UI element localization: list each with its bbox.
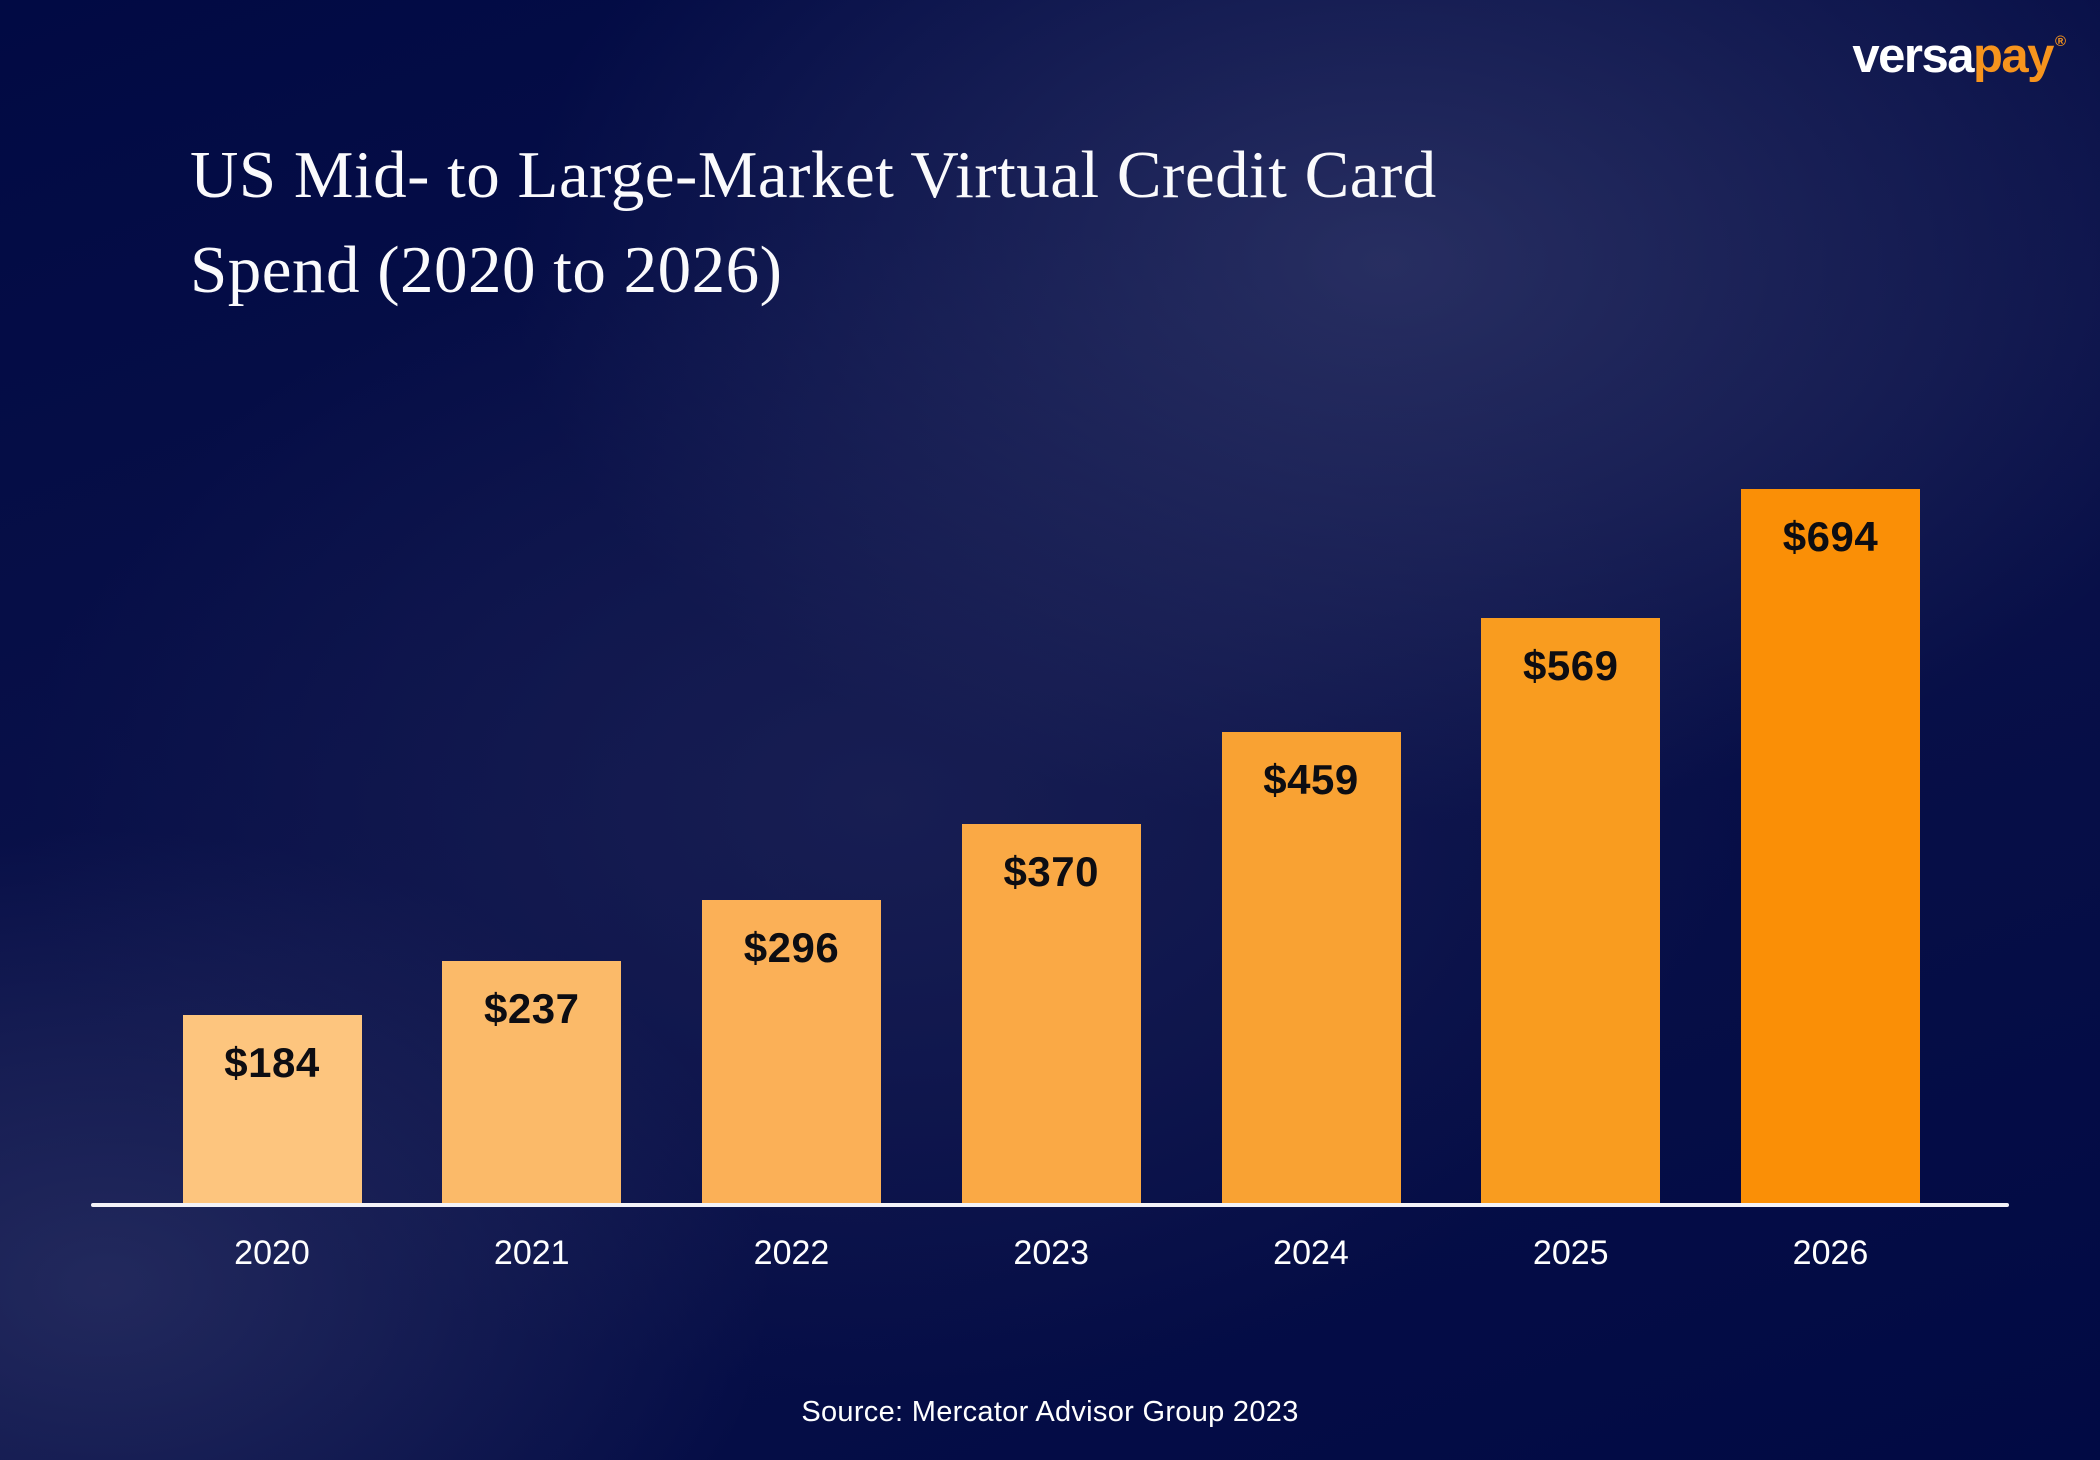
x-tick-label-2021: 2021	[493, 1234, 570, 1272]
bar-value-label-2026: $694	[1782, 513, 1879, 560]
bar-2025: $569	[1481, 618, 1661, 1205]
bar-value-label-2024: $459	[1263, 756, 1359, 803]
x-axis-line	[91, 1203, 2009, 1207]
logo-text-versa: versa	[1852, 29, 1974, 83]
x-tick-label-2023: 2023	[1013, 1234, 1090, 1272]
bar-2020: $184	[182, 1015, 362, 1205]
bar-value-label-2022: $296	[743, 924, 840, 971]
x-tick-label-2020: 2020	[234, 1234, 310, 1272]
source-caption: Source: Mercator Advisor Group 2023	[801, 1396, 1299, 1428]
x-tick-label-2022: 2022	[753, 1234, 830, 1272]
versapay-logo: versapay ®	[1852, 32, 2066, 81]
registered-trademark-icon: ®	[2054, 33, 2066, 50]
bar-value-label-2021: $237	[484, 985, 580, 1032]
bar-value-label-2020: $184	[224, 1039, 320, 1086]
bar-2026: $694	[1741, 489, 1920, 1205]
bar-value-label-2025: $569	[1523, 642, 1619, 689]
chart-title: US Mid- to Large-Market Virtual Credit C…	[190, 128, 1437, 318]
bar-2024: $459	[1221, 732, 1401, 1205]
x-tick-label-2024: 2024	[1273, 1234, 1349, 1272]
chart-title-line1: US Mid- to Large-Market Virtual Credit C…	[190, 138, 1437, 212]
chart-title-line2: Spend (2020 to 2026)	[190, 233, 783, 307]
x-tick-label-2025: 2025	[1532, 1234, 1609, 1272]
bar-2022: $296	[702, 900, 881, 1205]
x-tick-label-2026: 2026	[1792, 1234, 1869, 1272]
bar-value-label-2023: $370	[1003, 848, 1099, 895]
bar-2023: $370	[961, 824, 1141, 1205]
bar-2021: $237	[442, 961, 622, 1205]
logo-text-pay: pay	[1973, 29, 2054, 83]
